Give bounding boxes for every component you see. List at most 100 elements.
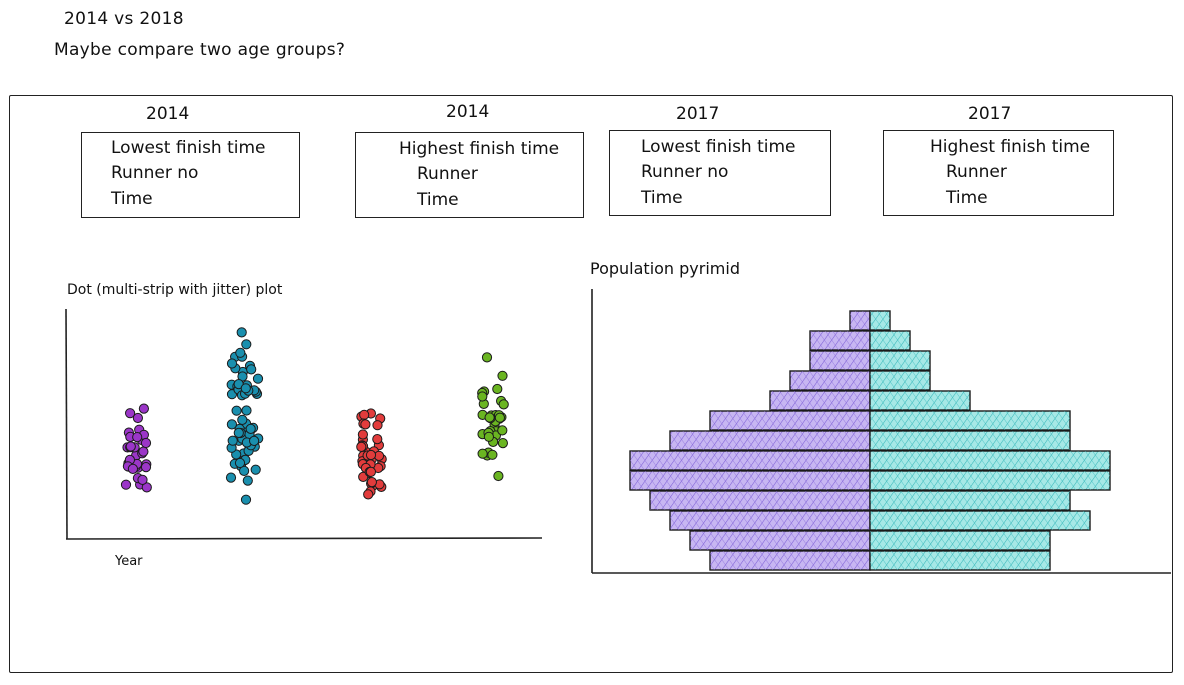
dot-point — [234, 457, 246, 469]
kpi-3-line3: Time — [641, 188, 683, 208]
dot-plot-title: Dot (multi-strip with jitter) plot — [67, 282, 283, 298]
pyramid-bar-right-hatch — [870, 531, 1050, 550]
dot-point — [252, 373, 264, 384]
kpi-card-3 — [609, 130, 831, 216]
pyramid-bar-left-hatch — [690, 531, 870, 550]
dot-point — [236, 327, 247, 338]
pyramid-bar-right-hatch — [870, 311, 890, 330]
dot-point — [497, 425, 508, 436]
dot-point — [137, 474, 148, 485]
dot-point — [477, 448, 488, 459]
dot-point — [140, 437, 152, 449]
dot-point — [225, 472, 237, 483]
kpi-1-line2: Runner no — [111, 163, 199, 183]
dot-point — [372, 420, 383, 431]
dot-point — [138, 446, 149, 457]
dot-point — [497, 438, 508, 449]
dot-point — [125, 408, 136, 419]
kpi-3-line2: Runner no — [641, 162, 729, 182]
dot-point — [372, 434, 383, 445]
dot-point — [235, 347, 246, 358]
pyramid-bar-left-hatch — [810, 351, 870, 370]
pyramid-bar-left-hatch — [650, 491, 870, 510]
dot-point — [242, 475, 253, 486]
dot-point — [356, 441, 367, 452]
kpi-1-year: 2014 — [146, 104, 190, 124]
pyramid-title: Population pyrimid — [590, 259, 740, 278]
dot-point — [240, 383, 251, 394]
pyramid-bar-right-hatch — [870, 351, 930, 370]
dot-point — [497, 370, 508, 381]
dot-point — [365, 449, 377, 461]
pyramid-bar-right-hatch — [870, 371, 930, 390]
note-subtitle: Maybe compare two age groups? — [54, 40, 346, 60]
dot-point — [233, 427, 244, 438]
dashboard-frame — [9, 95, 1173, 673]
dot-point — [494, 412, 505, 423]
kpi-1-title: Lowest finish time — [111, 138, 266, 158]
dot-point — [481, 352, 493, 363]
kpi-2-title: Highest finish time — [399, 139, 560, 159]
pyramid-bar-left-hatch — [810, 331, 870, 350]
dot-point — [226, 358, 238, 369]
kpi-4-line3: Time — [946, 188, 988, 208]
kpi-card-2 — [355, 132, 584, 218]
dot-point — [237, 414, 248, 425]
pyramid-bar-right-hatch — [870, 451, 1110, 470]
kpi-4-title: Highest finish time — [930, 137, 1091, 157]
kpi-2-line3: Time — [417, 190, 459, 210]
pyramid-bar-left-hatch — [770, 391, 870, 410]
pyramid-bar-right-hatch — [870, 511, 1090, 530]
pyramid-bar-right-hatch — [870, 491, 1070, 510]
dot-plot-x-axis-label: Year — [115, 554, 143, 569]
kpi-4-year: 2017 — [968, 104, 1012, 124]
dot-point — [132, 432, 143, 443]
dot-point — [357, 429, 368, 440]
dot-point — [363, 489, 374, 500]
dot-plot-x-axis — [65, 537, 543, 540]
pyramid-bar-right-hatch — [870, 331, 910, 350]
kpi-4-line2: Runner — [946, 162, 1007, 182]
pyramid-bar-left-hatch — [670, 511, 870, 530]
note-title: 2014 vs 2018 — [64, 9, 184, 29]
pyramid-bar-left-hatch — [710, 551, 870, 570]
pyramid-bar-left-hatch — [790, 371, 870, 390]
dot-point — [141, 482, 152, 493]
dot-point — [250, 464, 261, 475]
population-pyramid — [629, 310, 1111, 571]
dot-plot — [120, 327, 509, 505]
pyramid-bar-right-hatch — [870, 471, 1110, 490]
pyramid-bar-right-hatch — [870, 391, 970, 410]
dot-point — [498, 399, 509, 410]
dot-point — [241, 405, 252, 416]
dot-point — [360, 419, 371, 430]
dot-point — [239, 465, 250, 476]
dot-point — [240, 494, 252, 505]
kpi-card-1 — [81, 132, 300, 218]
pyramid-bar-left-hatch — [670, 431, 870, 450]
dot-point — [487, 449, 498, 460]
dot-point — [492, 383, 503, 395]
dot-point — [241, 339, 252, 350]
dot-point — [231, 405, 242, 416]
dot-point — [127, 463, 138, 474]
dot-point — [493, 470, 504, 482]
dot-point — [138, 403, 149, 414]
dot-point — [226, 419, 237, 430]
dot-point — [120, 479, 132, 490]
pyramid-bar-left-hatch — [630, 451, 870, 470]
dot-point — [484, 412, 495, 423]
dot-plot-axes — [65, 308, 543, 540]
dot-point — [132, 412, 143, 424]
kpi-3-title: Lowest finish time — [641, 137, 796, 157]
kpi-2-line2: Runner — [417, 164, 478, 184]
pyramid-bar-right-hatch — [870, 551, 1050, 570]
pyramid-bar-left-hatch — [850, 311, 870, 330]
dot-point — [125, 441, 136, 452]
dot-point — [483, 431, 494, 442]
dot-point — [249, 435, 260, 446]
dot-point — [227, 435, 238, 446]
pyramid-bar-right-hatch — [870, 431, 1070, 450]
pyramid-bar-left-hatch — [630, 471, 870, 490]
